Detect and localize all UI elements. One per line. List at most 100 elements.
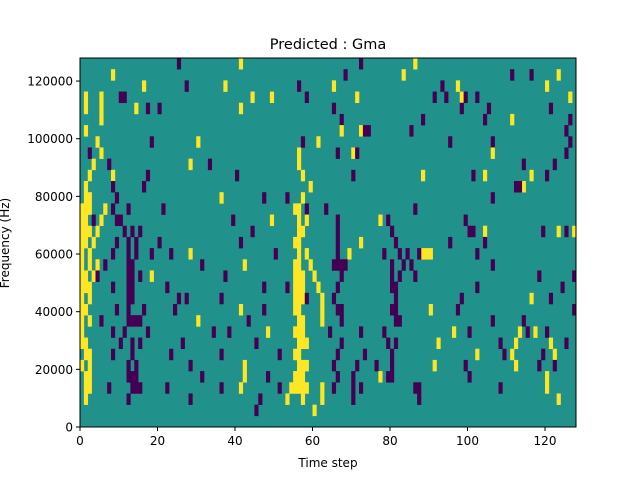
heatmap-cell-low xyxy=(359,58,364,70)
heatmap-cell-high xyxy=(87,225,92,238)
heatmap-cell-low xyxy=(304,91,309,104)
heatmap-cell-high xyxy=(510,348,515,361)
heatmap-cell-low xyxy=(397,270,402,282)
heatmap-cell-low xyxy=(548,292,554,305)
heatmap-cell-low xyxy=(145,326,151,338)
heatmap-cell-low xyxy=(510,69,515,81)
heatmap-cell-high xyxy=(331,80,337,92)
heatmap-cell-high xyxy=(312,270,317,282)
heatmap-cell-low xyxy=(498,337,503,350)
heatmap-cell-low xyxy=(386,337,391,350)
heatmap-cell-low xyxy=(390,225,395,238)
heatmap-cell-low xyxy=(304,292,309,305)
heatmap-cell-high xyxy=(320,315,325,327)
heatmap-cell-high xyxy=(99,91,104,104)
heatmap-cell-low xyxy=(572,270,577,282)
heatmap-cell-low xyxy=(393,292,399,305)
heatmap-cell-high xyxy=(378,214,383,227)
heatmap-cell-high xyxy=(91,236,96,249)
heatmap-cell-low xyxy=(207,158,213,171)
heatmap-cell-high xyxy=(242,371,247,383)
heatmap-cell-high xyxy=(188,248,193,260)
heatmap-cell-low xyxy=(517,181,523,193)
heatmap-cell-low xyxy=(126,304,131,316)
heatmap-cell-low xyxy=(382,248,387,260)
heatmap-cell-low xyxy=(231,214,236,227)
heatmap-cell-high xyxy=(545,382,550,394)
heatmap-cell-low xyxy=(107,382,112,394)
heatmap-cell-high xyxy=(304,248,309,260)
heatmap-cell-high xyxy=(320,393,325,405)
heatmap-cell-low xyxy=(122,91,127,104)
heatmap-cell-low xyxy=(262,281,267,294)
heatmap-cell-low xyxy=(397,315,402,327)
heatmap-cell-low xyxy=(188,359,193,372)
heatmap-cell-high xyxy=(297,382,302,394)
heatmap-cell-high xyxy=(455,80,461,92)
heatmap-cell-high xyxy=(421,248,426,260)
heatmap-cell-high xyxy=(490,147,495,159)
heatmap-cell-low xyxy=(564,225,569,238)
heatmap-cell-low xyxy=(126,248,131,260)
heatmap-cell-low xyxy=(331,102,337,115)
heatmap-cell-low xyxy=(521,315,526,327)
heatmap-cell-low xyxy=(463,359,468,372)
heatmap-cell-low xyxy=(331,382,337,394)
heatmap-cell-high xyxy=(300,371,306,383)
heatmap-cell-high xyxy=(300,169,306,182)
heatmap-cell-low xyxy=(173,304,178,316)
heatmap-cell-high xyxy=(80,304,85,316)
heatmap-cell-low xyxy=(417,393,422,405)
heatmap-cell-high xyxy=(266,326,271,338)
heatmap-cell-high xyxy=(293,203,298,215)
heatmap-cell-low xyxy=(118,91,123,104)
heatmap-cell-high xyxy=(80,270,85,282)
heatmap-cell-high xyxy=(223,80,228,92)
heatmap-cell-high xyxy=(308,259,313,271)
heatmap-cell-low xyxy=(335,348,340,361)
heatmap-cell-low xyxy=(142,304,147,316)
heatmap-cell-low xyxy=(537,270,542,282)
heatmap-cell-high xyxy=(196,315,201,327)
heatmap-cell-low xyxy=(390,259,395,271)
heatmap-cell-low xyxy=(417,248,422,260)
heatmap-cell-high xyxy=(533,326,538,338)
heatmap-cell-high xyxy=(421,169,426,182)
heatmap-cell-low xyxy=(118,337,123,350)
heatmap-cell-high xyxy=(285,393,290,405)
heatmap-cell-low xyxy=(525,326,530,338)
heatmap-cell-low xyxy=(490,259,495,271)
heatmap-cell-low xyxy=(440,80,445,92)
heatmap-cell-low xyxy=(126,315,131,327)
heatmap-cell-low xyxy=(529,69,534,81)
heatmap-cell-high xyxy=(514,359,519,372)
heatmap-cell-low xyxy=(246,315,251,327)
heatmap-cell-high xyxy=(300,225,306,238)
heatmap-cell-high xyxy=(359,125,364,137)
heatmap-cell-low xyxy=(335,147,340,159)
heatmap-cell-high xyxy=(293,326,298,338)
heatmap-cell-low xyxy=(111,326,116,338)
heatmap-cell-high xyxy=(87,248,92,260)
x-tick-label: 80 xyxy=(382,434,397,448)
heatmap-cell-low xyxy=(467,371,472,383)
heatmap-cell-low xyxy=(552,359,557,372)
heatmap-cell-low xyxy=(138,270,143,282)
heatmap-cell-low xyxy=(351,382,356,394)
heatmap-cell-high xyxy=(308,181,313,193)
heatmap-cell-low xyxy=(331,259,337,271)
heatmap-cell-low xyxy=(126,281,131,294)
heatmap-cell-low xyxy=(262,192,267,204)
heatmap-cell-high xyxy=(87,281,92,294)
heatmap-cell-high xyxy=(355,91,360,104)
x-axis: 0 20 40 60 80 100 120 xyxy=(76,427,556,448)
heatmap-cell-low xyxy=(114,214,120,227)
heatmap-cell-low xyxy=(421,113,426,126)
y-tick-label: 60000 xyxy=(35,248,73,262)
heatmap-cell-high xyxy=(293,259,298,271)
heatmap-cell-low xyxy=(564,147,569,159)
heatmap-cell-low xyxy=(169,248,174,260)
heatmap-cell-low xyxy=(339,270,344,282)
heatmap-cell-low xyxy=(343,259,348,271)
heatmap-cell-low xyxy=(490,192,495,204)
